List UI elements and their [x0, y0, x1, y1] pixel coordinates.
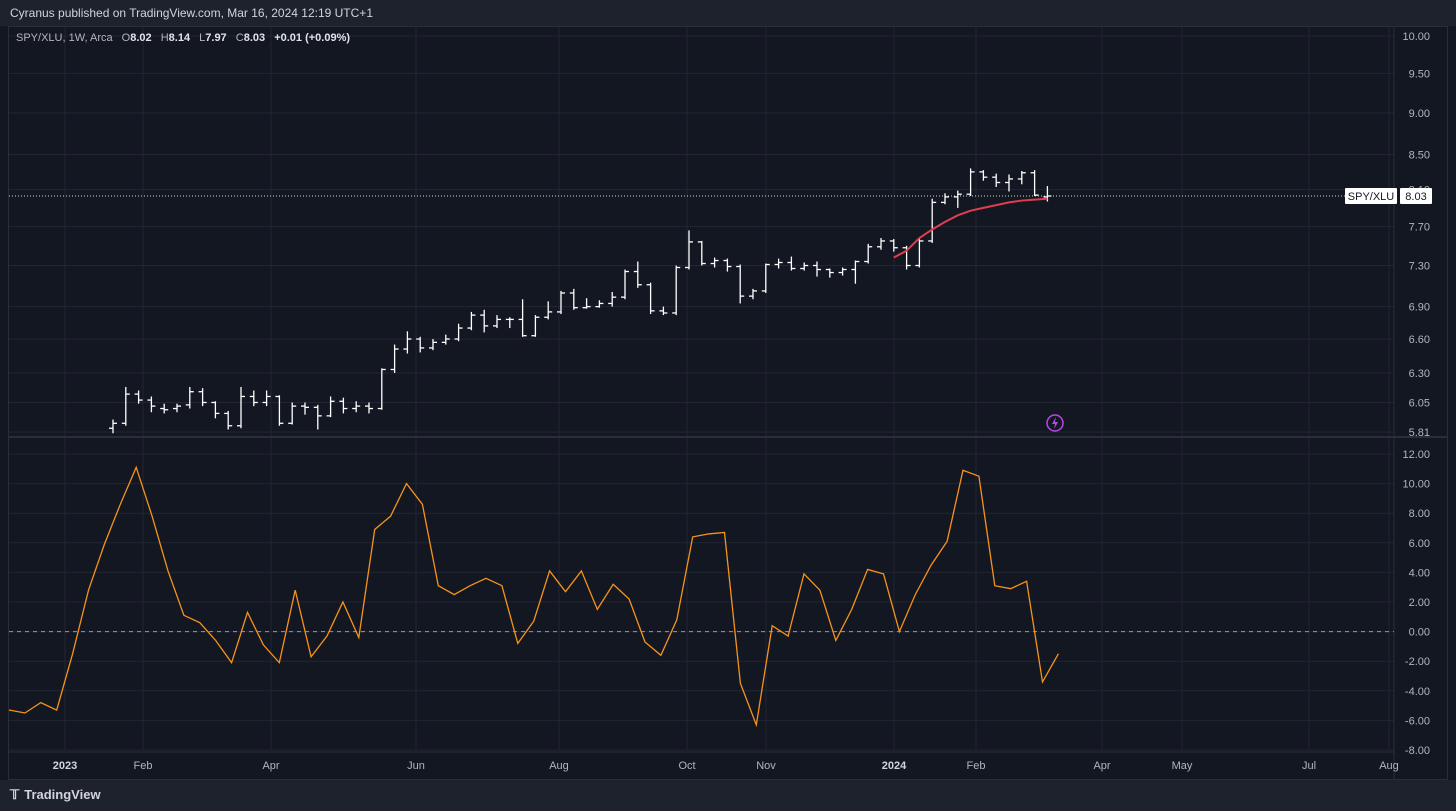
oscillator-axis-tick: 0.00: [1409, 627, 1430, 639]
legend-low-label: L: [199, 32, 206, 44]
legend-high-value: 8.14: [168, 32, 191, 44]
price-axis-tick: 9.00: [1409, 108, 1430, 120]
oscillator-axis-tick: -6.00: [1405, 715, 1430, 727]
moving-average-line: [893, 197, 1048, 259]
symbol-legend[interactable]: SPY/XLU, 1W, Arca O8.02 H8.14 L7.97 C8.0…: [16, 32, 350, 44]
lightning-alert-glyph: [1052, 417, 1058, 429]
time-axis-label: Feb: [134, 760, 153, 772]
oscillator-line: [8, 465, 1059, 728]
lightning-alert-icon: [1046, 414, 1064, 432]
time-axis-label: Apr: [1093, 760, 1110, 772]
price-axis-tick: 7.70: [1409, 222, 1430, 234]
time-axis-label: Aug: [1379, 760, 1399, 772]
price-axis-tick: 6.60: [1409, 334, 1430, 346]
price-axis-tick: 6.30: [1409, 368, 1430, 380]
price-axis-tick: 8.50: [1409, 150, 1430, 162]
time-axis-label: Oct: [678, 760, 695, 772]
time-axis-label: Jun: [407, 760, 425, 772]
price-tag-symbol: SPY/XLU: [1348, 191, 1395, 203]
tradingview-logo-icon: 𝕋: [10, 787, 20, 802]
legend-high-label: H: [160, 32, 169, 44]
legend-low-value: 7.97: [205, 32, 227, 44]
logo-text: TradingView: [24, 787, 101, 802]
time-axis-label: 2023: [53, 760, 77, 772]
price-tag-value: 8.03: [1405, 191, 1426, 203]
price-axis-tick: 10.00: [1402, 31, 1430, 43]
header-bar: Cyranus published on TradingView.com, Ma…: [0, 0, 1456, 26]
price-tag-value-box: [1400, 188, 1432, 205]
oscillator-axis-tick: 10.00: [1402, 479, 1430, 491]
legend-symbol: SPY/XLU, 1W, Arca: [16, 32, 113, 44]
oscillator-axis-tick: -8.00: [1405, 745, 1430, 757]
price-axis-tick: 9.50: [1409, 68, 1430, 80]
time-axis-label: Nov: [756, 760, 776, 772]
oscillator-axis-tick: 4.00: [1409, 567, 1430, 579]
legend-close-value: 8.03: [243, 32, 266, 44]
oscillator-axis-tick: -2.00: [1405, 656, 1430, 668]
oscillator-axis-tick: -4.00: [1405, 686, 1430, 698]
oscillator-axis-tick: 8.00: [1409, 508, 1430, 520]
oscillator-axis-tick: 2.00: [1409, 597, 1430, 609]
time-axis-label: May: [1172, 760, 1193, 772]
legend-open-label: O: [121, 32, 131, 44]
price-axis-tick: 6.90: [1409, 302, 1430, 314]
time-axis-label: Jul: [1302, 760, 1316, 772]
price-axis-tick: 7.30: [1409, 261, 1430, 273]
time-axis-label: Feb: [967, 760, 986, 772]
tradingview-logo[interactable]: 𝕋 TradingView: [10, 787, 101, 803]
oscillator-axis-tick: 12.00: [1402, 449, 1430, 461]
legend-change: +0.01 (+0.09%): [274, 32, 351, 44]
legend-open-value: 8.02: [130, 32, 152, 44]
footer-bar: 𝕋 TradingView: [0, 780, 1456, 811]
legend-close-label: C: [235, 32, 244, 44]
time-axis-label: Apr: [262, 760, 279, 772]
oscillator-axis-tick: 6.00: [1409, 538, 1430, 550]
time-axis-label: Aug: [549, 760, 569, 772]
price-axis-tick: 6.05: [1409, 397, 1430, 409]
price-tag-symbol-box: [1345, 188, 1397, 205]
published-info: Cyranus published on TradingView.com, Ma…: [10, 6, 373, 20]
chart-frame[interactable]: [8, 26, 1448, 780]
time-axis-label: 2024: [882, 760, 907, 772]
